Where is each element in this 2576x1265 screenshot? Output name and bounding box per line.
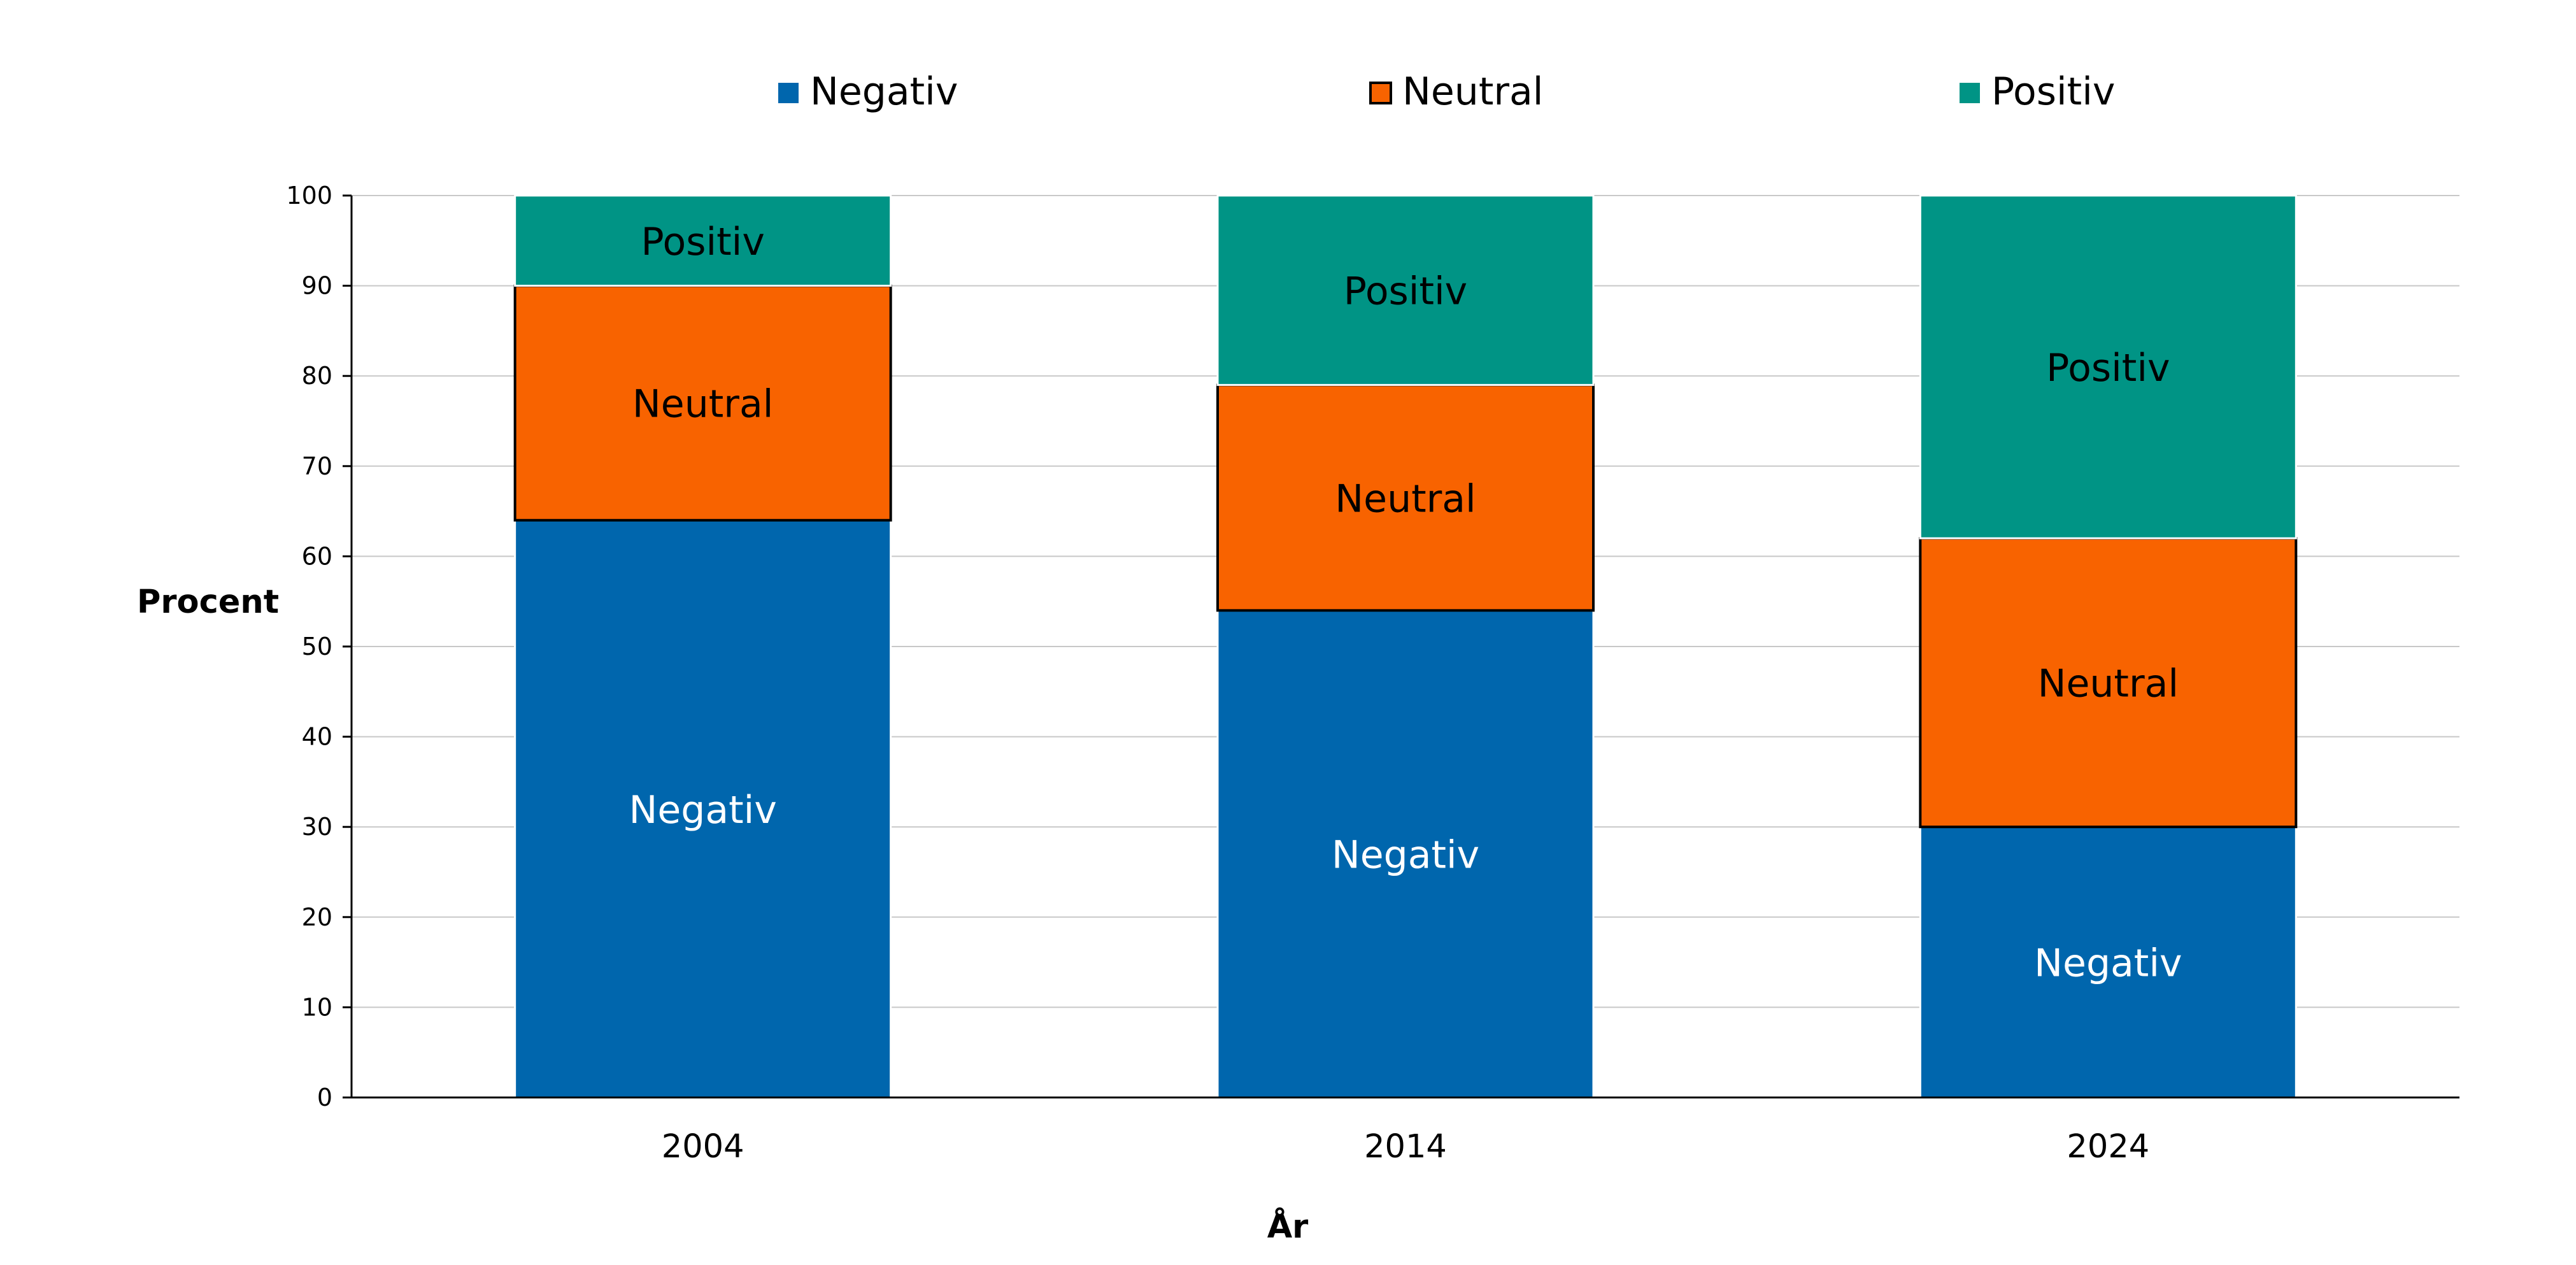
segment-labels: Negativ Neutral Positiv Negativ Neutral Posit… [629, 220, 2182, 986]
legend-label-negativ: Negativ [810, 69, 958, 114]
legend-swatch-neutral [1369, 82, 1392, 104]
bar-segment-neutral-2014 [1216, 383, 1595, 612]
y-tick-label-20: 20 [302, 903, 332, 931]
bar-segment-neutral-2024 [1919, 537, 2298, 829]
segment-label-neutral-2014: Neutral [1335, 476, 1476, 521]
x-axis-ticks: 2004 2014 2024 [662, 1128, 2149, 1166]
y-tick-label-30: 30 [302, 813, 332, 841]
y-tick-label-60: 60 [302, 542, 332, 570]
bar-segment-positiv-2004 [514, 194, 892, 287]
legend-swatch-positiv [1960, 83, 1980, 103]
y-tick-label-90: 90 [302, 272, 332, 300]
segment-label-positiv-2024: Positiv [2046, 346, 2170, 390]
bar-segment-negativ-2014 [1216, 609, 1595, 1099]
segment-label-negativ-2014: Negativ [1332, 833, 1479, 878]
segment-label-positiv-2004: Positiv [641, 220, 764, 264]
segment-label-negativ-2024: Negativ [2034, 941, 2182, 986]
y-axis-title: Procent [137, 583, 279, 621]
y-tick-label-80: 80 [302, 362, 332, 390]
y-tick-label-10: 10 [302, 993, 332, 1021]
y-axis-ticks: 0 10 20 30 40 50 60 70 80 90 100 [286, 182, 352, 1111]
bar-segment-neutral-2004 [513, 284, 892, 522]
bar-segment-negativ-2024 [1919, 825, 2297, 1099]
y-tick-label-50: 50 [302, 632, 332, 661]
bar-segment-positiv-2024 [1919, 194, 2297, 540]
y-tick-label-40: 40 [302, 723, 332, 751]
x-tick-label-2004: 2004 [662, 1128, 744, 1166]
legend-label-neutral: Neutral [1402, 69, 1543, 114]
x-tick-label-2024: 2024 [2067, 1128, 2149, 1166]
legend-swatch-negativ [778, 83, 799, 103]
segment-label-neutral-2004: Neutral [632, 382, 773, 427]
legend: Negativ Neutral Positiv [778, 69, 2115, 114]
segment-label-neutral-2024: Neutral [2038, 662, 2179, 706]
x-tick-label-2014: 2014 [1364, 1128, 1447, 1166]
bars [513, 194, 2298, 1099]
x-axis-title: År [1267, 1207, 1309, 1246]
y-tick-label-0: 0 [317, 1083, 332, 1111]
y-tick-label-100: 100 [286, 182, 332, 210]
segment-label-positiv-2014: Positiv [1344, 269, 1467, 314]
bar-segment-positiv-2014 [1216, 194, 1595, 386]
segment-label-negativ-2004: Negativ [629, 788, 776, 833]
legend-label-positiv: Positiv [1991, 69, 2115, 114]
y-tick-label-70: 70 [302, 452, 332, 480]
